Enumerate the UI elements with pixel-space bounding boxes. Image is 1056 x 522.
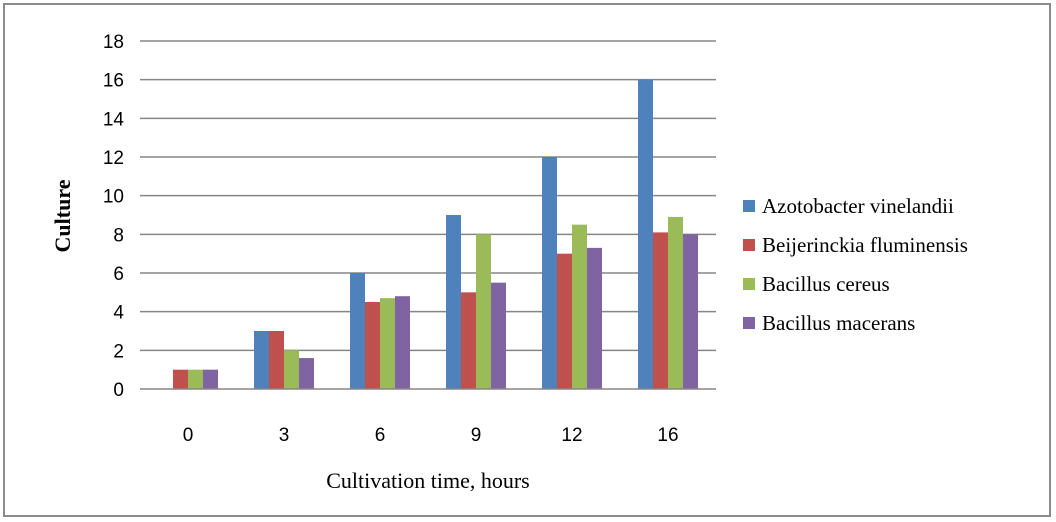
bar <box>269 331 284 389</box>
bar <box>395 296 410 389</box>
bar <box>572 224 587 389</box>
legend-swatch <box>743 239 755 251</box>
bar <box>638 79 653 390</box>
bar <box>668 216 683 389</box>
y-tick-label: 18 <box>103 32 124 53</box>
bar <box>203 369 218 389</box>
bar <box>476 234 491 389</box>
legend-label: Bacillus macerans <box>762 311 915 335</box>
bar <box>446 215 461 389</box>
y-tick-label: 14 <box>103 109 125 130</box>
y-tick-label: 16 <box>103 71 124 92</box>
y-tick-label: 6 <box>113 264 124 285</box>
bar <box>491 282 506 389</box>
bar <box>350 273 365 389</box>
y-tick-label: 10 <box>103 187 124 208</box>
x-tick-label: 0 <box>183 425 194 446</box>
x-tick-label: 6 <box>375 425 386 446</box>
x-tick-labels: 0 3 6 9 12 16 <box>183 425 679 446</box>
bar <box>173 369 188 389</box>
legend-swatch <box>743 200 755 212</box>
x-tick-label: 3 <box>279 425 290 446</box>
bar <box>188 369 203 389</box>
legend-label: Beijerinckia fluminensis <box>762 233 968 257</box>
bar <box>461 292 476 389</box>
legend-label: Bacillus cereus <box>762 272 890 296</box>
chart-frame <box>3 3 1051 517</box>
legend-swatch <box>743 278 755 290</box>
y-tick-labels: 0 2 4 6 8 10 12 14 16 18 <box>103 32 125 401</box>
x-tick-label: 9 <box>471 425 482 446</box>
y-tick-label: 12 <box>103 148 124 169</box>
gridlines <box>140 40 716 352</box>
bar <box>380 298 395 389</box>
bar <box>542 157 557 389</box>
bar <box>254 331 269 389</box>
x-tick-label: 12 <box>561 425 582 446</box>
y-tick-label: 0 <box>113 380 124 401</box>
bar <box>557 253 572 389</box>
bar <box>284 350 299 389</box>
x-axis-title: Cultivation time, hours <box>326 468 530 493</box>
bar <box>299 358 314 389</box>
y-tick-label: 4 <box>113 303 124 324</box>
bar <box>365 302 380 389</box>
bars <box>173 79 698 390</box>
bar <box>653 232 668 389</box>
x-tick-label: 16 <box>657 425 678 446</box>
legend-swatch <box>743 317 755 329</box>
legend-label: Azotobacter vinelandii <box>762 194 954 218</box>
bar <box>683 234 698 389</box>
y-axis-title: Culture <box>50 179 75 252</box>
y-tick-label: 8 <box>113 225 124 246</box>
bar <box>587 247 602 389</box>
y-tick-label: 2 <box>113 341 124 362</box>
legend: Azotobacter vinelandii Beijerinckia flumi… <box>743 194 968 335</box>
